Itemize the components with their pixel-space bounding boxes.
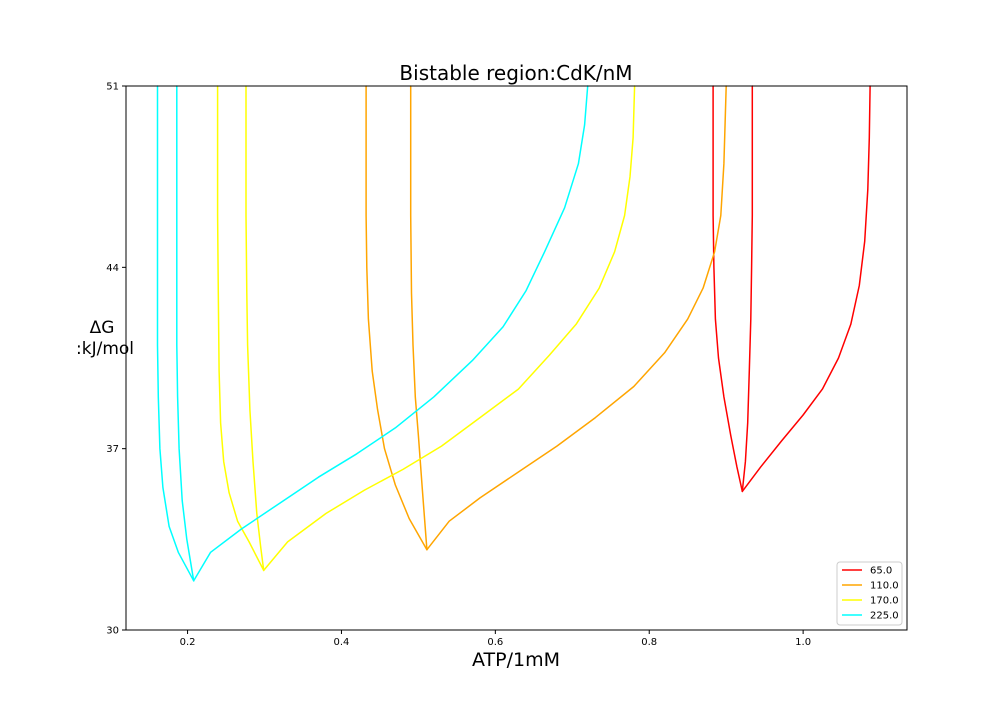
y-tick-label: 30 [106,626,119,637]
legend-frame [836,561,903,626]
chart-title: Bistable region:CdK/nM [399,61,632,85]
x-axis: 0.2 0.4 0.6 0.8 1.0 [180,630,811,648]
y-axis: 30 37 44 51 [106,82,126,637]
x-tick-label: 0.6 [487,637,503,648]
series-line-170-0-branch-1 [216,85,265,572]
x-axis-label: ATP/1mM [472,649,560,671]
legend-label-65-0: 65.0 [870,566,892,577]
series-line-65-0-branch-3 [741,85,871,493]
series-line-225-0-branch-1 [156,85,195,582]
y-axis-label-units: :kJ/mol [76,339,134,359]
plot-frame [125,85,908,631]
series-line-225-0-branch-3 [192,85,589,582]
series-line-110-0-branch-2 [409,85,428,551]
y-tick-label: 51 [106,82,119,93]
y-axis-label-symbol: ΔG [90,318,115,338]
legend: 65.0 110.0 170.0 225.0 [836,561,903,626]
series-line-170-0-branch-3 [262,85,636,572]
series-line-225-0-branch-2 [176,85,195,582]
legend-label-110-0: 110.0 [870,581,899,592]
x-tick-label: 1.0 [795,637,811,648]
y-tick-label: 37 [106,444,119,455]
series-line-110-0-branch-3 [426,85,727,551]
x-tick-label: 0.8 [641,637,657,648]
y-tick-label: 44 [106,263,119,274]
series-line-65-0-branch-2 [741,85,754,493]
x-tick-label: 0.4 [333,637,349,648]
legend-label-225-0: 225.0 [870,611,899,622]
legend-label-170-0: 170.0 [870,596,899,607]
series-line-110-0-branch-1 [365,85,428,551]
series-line-170-0-branch-2 [245,85,265,572]
x-tick-label: 0.2 [180,637,196,648]
plot-lines [156,85,871,582]
series-line-65-0-branch-1 [712,85,744,493]
